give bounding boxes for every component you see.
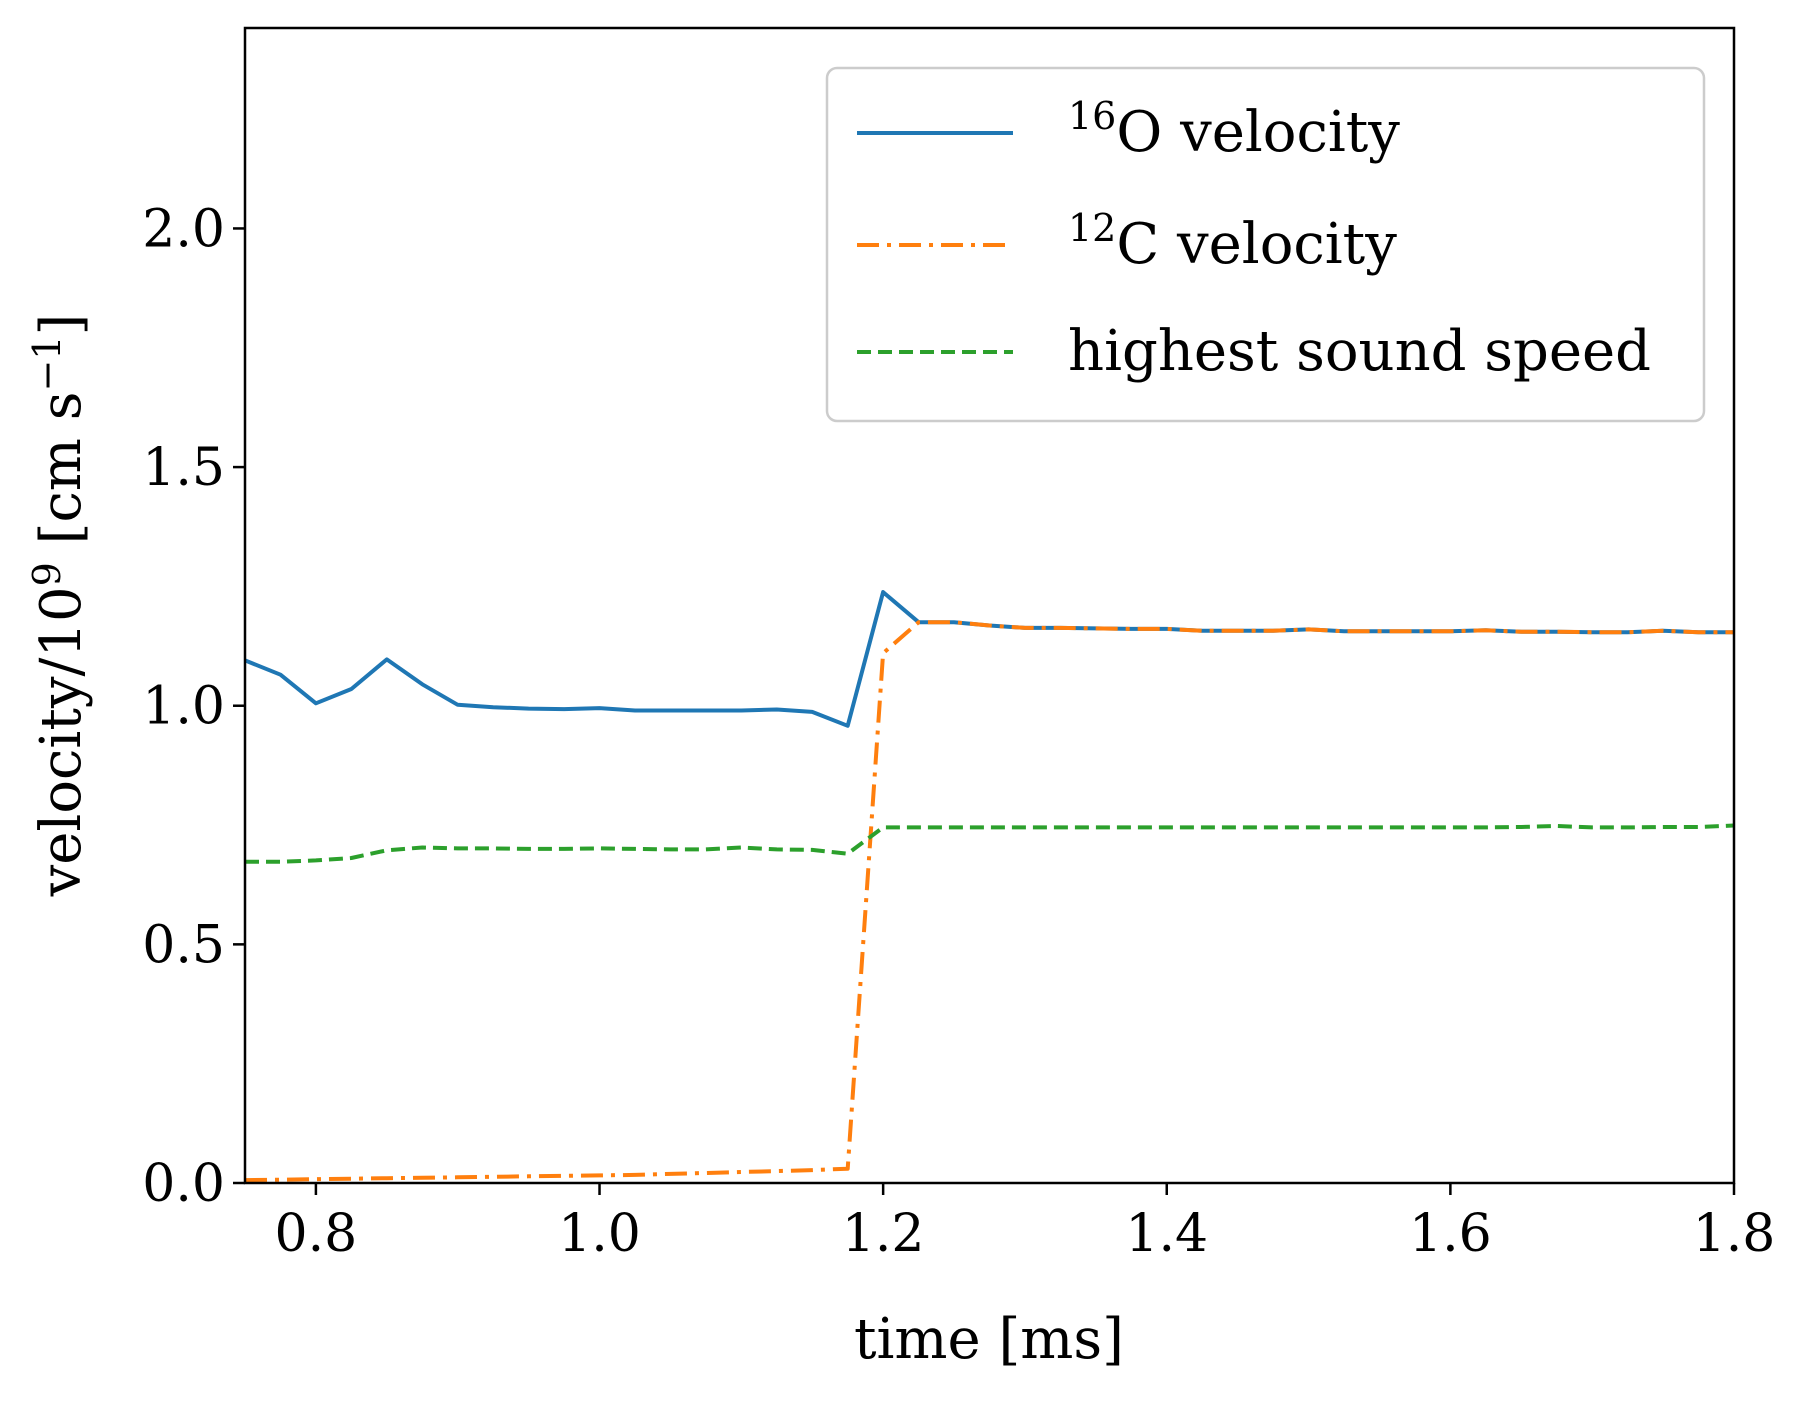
x-tick-label: 1.4 xyxy=(1125,1204,1208,1264)
plot-frame xyxy=(243,26,1736,1185)
y-tick-label: 0.0 xyxy=(142,1154,225,1214)
x-tick-label: 1.8 xyxy=(1693,1204,1776,1264)
y-axis-label-units-exponent: −1 xyxy=(25,336,69,392)
y-axis-label-prefix: velocity/10 xyxy=(29,586,94,897)
y-axis-label: velocity/109 [cm s−1] xyxy=(25,314,94,898)
x-tick-label: 1.2 xyxy=(842,1204,925,1264)
legend-label-text: O velocity xyxy=(1116,100,1400,165)
y-axis-label-suffix: ] xyxy=(29,314,94,336)
x-axis: 0.8 1.0 1.2 1.4 1.6 1.8 xyxy=(275,1183,1776,1264)
series-layer xyxy=(245,590,1734,1183)
x-tick-label: 0.8 xyxy=(275,1204,358,1264)
legend-label-superscript: 16 xyxy=(1068,94,1116,138)
y-tick-label: 1.0 xyxy=(142,677,225,737)
legend-label-superscript: 12 xyxy=(1068,206,1116,250)
legend-box xyxy=(825,66,1706,423)
y-tick-label: 1.5 xyxy=(142,438,225,498)
legend-label-text: highest sound speed xyxy=(1068,319,1651,384)
x-tick-label: 1.6 xyxy=(1409,1204,1492,1264)
legend-label-2: highest sound speed xyxy=(1068,319,1651,384)
y-tick-label: 2.0 xyxy=(142,199,225,259)
legend-label-text: C velocity xyxy=(1116,212,1397,277)
legend-label-0: 16O velocity xyxy=(1068,94,1400,165)
legend-label-1: 12C velocity xyxy=(1068,206,1397,277)
series-line-1 xyxy=(245,620,1734,1183)
y-axis-label-exponent: 9 xyxy=(25,562,69,586)
y-axis-label-units: [cm s xyxy=(29,392,94,563)
x-axis-label: time [ms] xyxy=(854,1307,1124,1372)
y-axis: 0.0 0.5 1.0 1.5 2.0 xyxy=(142,199,245,1214)
x-tick-label: 1.0 xyxy=(558,1204,641,1264)
series-line-2 xyxy=(245,823,1734,864)
y-tick-label: 0.5 xyxy=(142,915,225,975)
